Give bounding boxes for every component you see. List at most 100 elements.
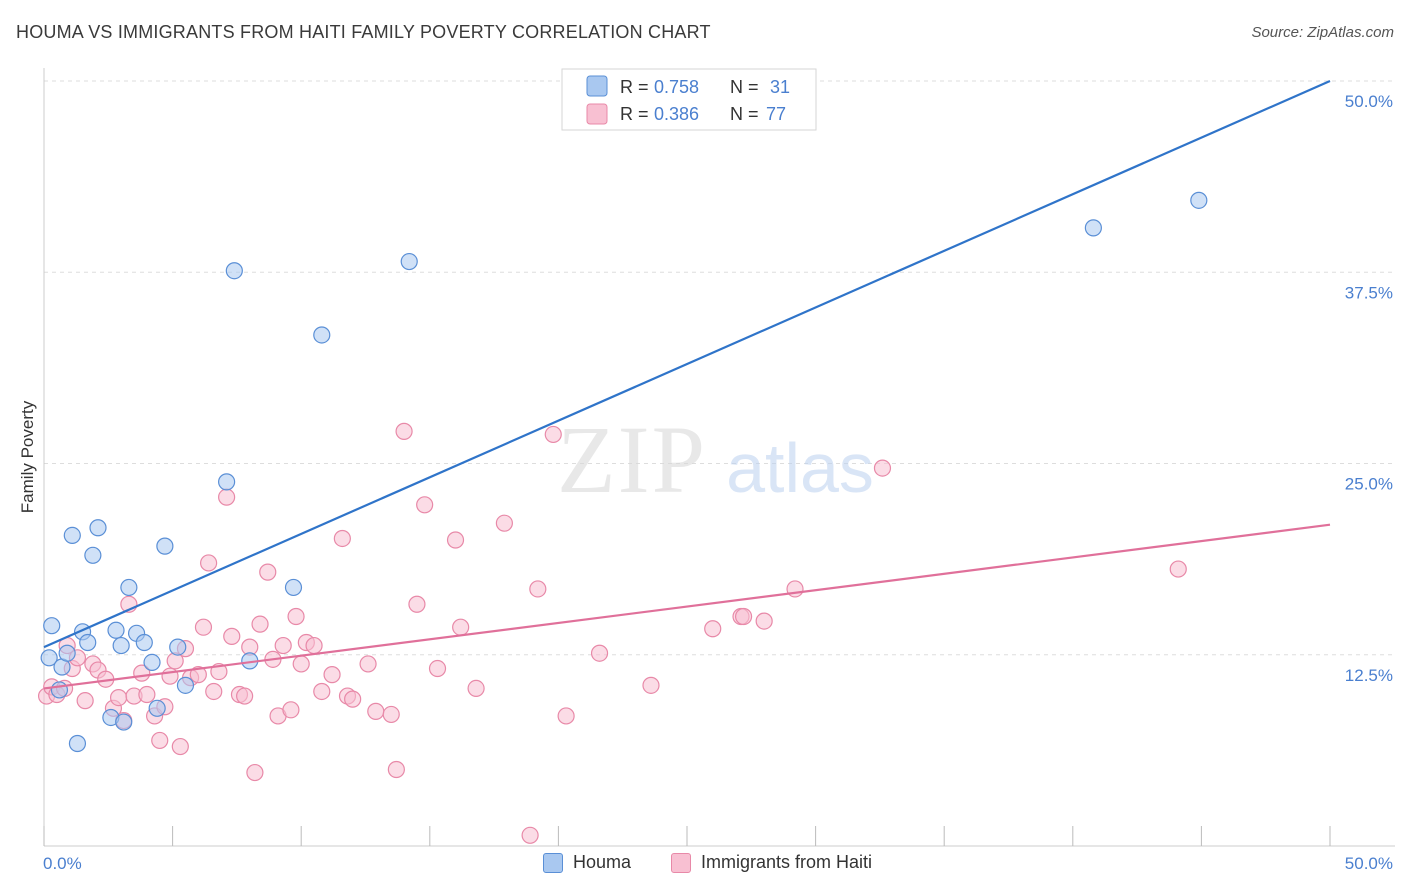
data-point-houma <box>176 676 195 694</box>
data-point-haiti <box>428 659 447 678</box>
data-point-houma <box>400 252 418 271</box>
legend-swatch-houma <box>586 75 608 97</box>
data-point-haiti <box>138 685 156 704</box>
data-point-haiti <box>189 666 207 684</box>
data-point-haiti <box>313 682 331 701</box>
legend-swatch-haiti <box>671 852 691 873</box>
data-point-houma <box>313 326 331 344</box>
data-point-haiti <box>171 737 189 756</box>
data-point-haiti <box>642 676 660 694</box>
series-legend: Houma Immigrants from Haiti <box>0 850 1406 880</box>
data-point-houma <box>225 262 243 280</box>
trend-line-houma <box>43 79 1331 649</box>
source-credit: Source: ZipAtlas.com <box>1251 24 1394 41</box>
legend-r-label-haiti: R = <box>620 104 649 124</box>
data-point-haiti <box>305 636 323 655</box>
data-point-haiti <box>223 627 241 645</box>
data-point-haiti <box>109 688 128 707</box>
legend-n-label-houma: N = <box>730 77 759 97</box>
x-tick-label: 0.0% <box>43 854 82 873</box>
legend-swatch-houma <box>543 852 563 873</box>
legend-label-haiti: Immigrants from Haiti <box>701 852 873 872</box>
data-point-haiti <box>323 666 341 684</box>
data-point-haiti <box>282 701 300 719</box>
legend-label-houma: Houma <box>573 852 632 872</box>
data-point-haiti <box>200 554 218 572</box>
y-tick-label: 50.0% <box>1345 92 1393 111</box>
data-point-haiti <box>446 531 465 549</box>
legend-r-label-houma: R = <box>620 77 649 97</box>
legend-item-houma[interactable]: Houma <box>543 852 631 873</box>
x-tick-labels: 0.0% 50.0% <box>43 854 1393 873</box>
data-point-houma <box>135 633 153 652</box>
data-point-haiti <box>151 731 169 750</box>
chart-title: HOUMA VS IMMIGRANTS FROM HAITI FAMILY PO… <box>16 22 711 42</box>
data-point-houma <box>1084 219 1102 237</box>
watermark: ZIP atlas <box>557 406 874 513</box>
data-point-haiti <box>236 687 254 705</box>
data-point-haiti <box>557 707 575 725</box>
watermark-atlas: atlas <box>726 429 874 507</box>
data-point-haiti <box>387 760 405 779</box>
data-point-houma <box>84 546 102 564</box>
data-point-houma <box>148 699 166 717</box>
data-point-haiti <box>333 529 351 548</box>
data-point-haiti <box>251 615 269 633</box>
data-point-haiti <box>873 459 892 477</box>
x-tick-label: 50.0% <box>1345 854 1393 873</box>
data-point-haiti <box>734 607 753 626</box>
data-point-haiti <box>395 422 413 440</box>
data-point-haiti <box>590 644 609 662</box>
data-point-haiti <box>205 682 223 701</box>
data-point-houma <box>112 636 130 655</box>
data-point-houma <box>68 734 87 753</box>
legend-swatch-haiti <box>586 103 608 125</box>
data-point-houma <box>40 649 58 667</box>
data-point-houma <box>120 578 138 597</box>
data-point-haiti <box>382 705 400 724</box>
y-tick-labels: 12.5% 25.0% 37.5% 50.0% <box>1345 92 1393 685</box>
y-tick-label: 25.0% <box>1345 475 1393 494</box>
data-point-houma <box>79 633 97 652</box>
data-point-haiti <box>359 655 377 673</box>
y-axis-label: Family Poverty <box>18 400 37 513</box>
legend-n-value-haiti: 77 <box>766 104 786 124</box>
data-point-haiti <box>292 655 310 673</box>
data-point-houma <box>284 578 303 597</box>
legend-n-label-haiti: N = <box>730 104 759 124</box>
data-point-haiti <box>246 763 264 782</box>
data-point-haiti <box>218 488 236 506</box>
data-point-haiti <box>467 679 485 698</box>
data-point-haiti <box>344 690 362 708</box>
y-tick-label: 37.5% <box>1345 283 1393 302</box>
data-point-haiti <box>76 692 94 710</box>
watermark-zip: ZIP <box>557 406 707 513</box>
data-point-haiti <box>452 618 470 636</box>
data-point-haiti <box>1169 560 1187 578</box>
correlation-legend: R = 0.758 N = 31 R = 0.386 N = 77 <box>561 68 817 131</box>
data-point-houma <box>107 621 125 639</box>
data-point-houma <box>1190 191 1208 209</box>
data-point-houma <box>169 638 187 656</box>
data-point-houma <box>43 617 61 635</box>
data-point-houma <box>156 537 174 555</box>
trend-line-haiti <box>43 523 1331 690</box>
legend-r-value-haiti: 0.386 <box>654 104 699 124</box>
axes <box>43 68 1395 847</box>
legend-item-haiti[interactable]: Immigrants from Haiti <box>671 852 872 873</box>
data-point-houma <box>63 526 81 545</box>
data-point-haiti <box>755 612 773 630</box>
data-point-houma <box>218 473 236 491</box>
data-point-haiti <box>544 425 562 444</box>
data-point-haiti <box>529 580 547 598</box>
data-point-haiti <box>416 496 434 514</box>
trend-lines <box>43 79 1331 690</box>
data-point-houma <box>143 653 161 672</box>
grid-lines <box>44 80 1395 656</box>
data-point-houma <box>89 519 107 537</box>
data-point-haiti <box>194 618 213 636</box>
y-tick-label: 12.5% <box>1345 666 1393 685</box>
data-point-haiti <box>495 514 513 532</box>
data-point-haiti <box>367 702 385 720</box>
